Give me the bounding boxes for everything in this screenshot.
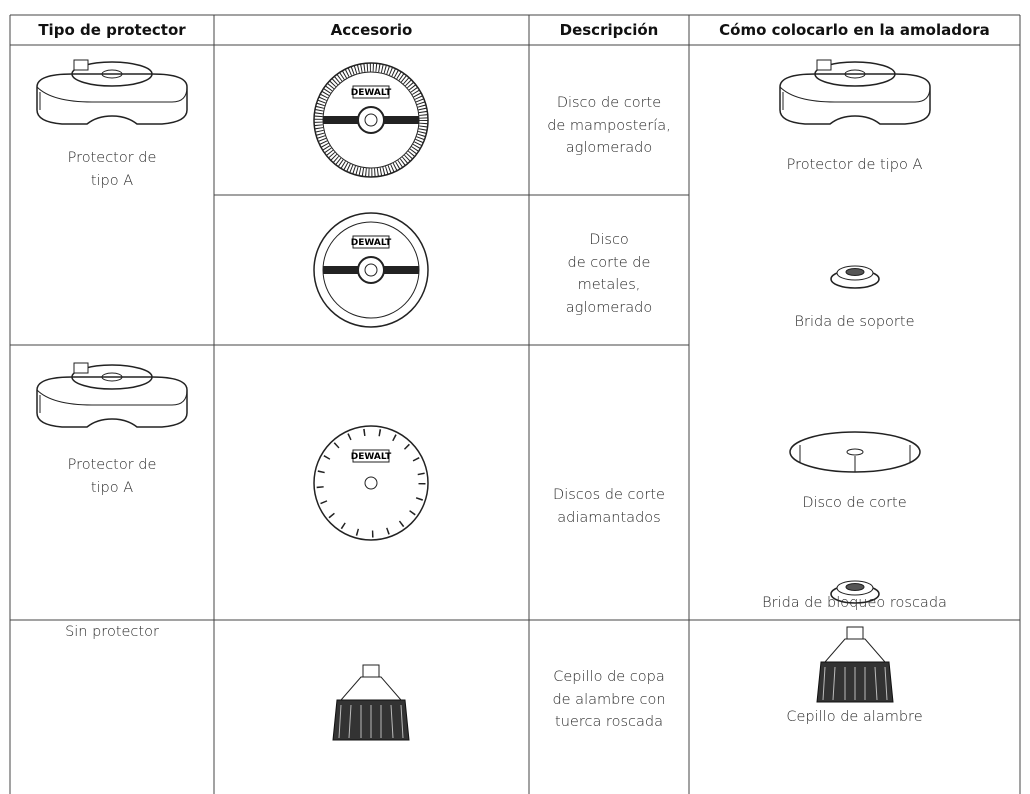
- text-line: adiamantados: [557, 509, 661, 526]
- mounting-label: Protector de tipo A: [786, 157, 923, 173]
- guard-icon: [36, 362, 188, 428]
- text-line: aglomerado: [565, 140, 653, 156]
- cup-brush-icon: [332, 664, 410, 741]
- wire-brush-icon: [816, 626, 894, 703]
- text-line: Protector de: [67, 457, 157, 473]
- guard-label: Protector de tipo A: [10, 147, 214, 192]
- guard-icon: [36, 59, 188, 125]
- text-line: metales,: [577, 277, 641, 293]
- guard-icon: [779, 59, 931, 125]
- masonry-disc: DEWALT: [313, 62, 429, 178]
- text-line: Discos de corte: [553, 487, 665, 503]
- text-line: tuerca roscada: [555, 714, 663, 730]
- mounting-label: Brida de soporte: [794, 314, 915, 330]
- diamond-disc: DEWALT: [313, 425, 429, 541]
- flange-icon: [830, 265, 880, 289]
- text-line: de mampostería,: [547, 117, 671, 134]
- brand-logo: DEWALT: [351, 452, 392, 462]
- description: Disco de corte de mampostería, aglomerad…: [529, 92, 689, 160]
- text-line: de alambre con: [552, 691, 666, 708]
- text-line: de corte de: [567, 254, 651, 271]
- header-cell: Tipo de protector: [38, 21, 186, 39]
- header-cell: Cómo colocarlo en la amoladora: [719, 21, 990, 39]
- text-line: Disco de corte: [556, 95, 662, 111]
- guard-label: Protector de tipo A: [10, 454, 214, 499]
- text-line: Sin protector: [65, 624, 159, 640]
- text-line: aglomerado: [565, 299, 653, 316]
- mounting-label: Disco de corte: [802, 495, 907, 511]
- description: Cepillo de copa de alambre con tuerca ro…: [529, 666, 689, 734]
- cutting-disc-icon: [789, 431, 921, 473]
- description: Discos de corte adiamantados: [529, 484, 689, 529]
- text-line: Protector de: [67, 150, 157, 166]
- metal-disc: DEWALT: [313, 212, 429, 328]
- brand-logo: DEWALT: [351, 238, 392, 248]
- text-line: Cepillo de copa: [553, 669, 665, 685]
- text-line: Disco: [589, 232, 629, 248]
- header-cell: Descripción: [559, 21, 659, 39]
- text-line: tipo A: [90, 479, 134, 496]
- mounting-label: Brida de bloqueo roscada: [762, 595, 947, 611]
- guard-label: Sin protector: [10, 621, 214, 644]
- description: Disco de corte de metales, aglomerado: [529, 229, 689, 319]
- table-grid: [9, 14, 1021, 794]
- text-line: tipo A: [90, 172, 134, 189]
- header-cell: Accesorio: [330, 21, 413, 39]
- mounting-label: Cepillo de alambre: [786, 709, 923, 725]
- brand-logo: DEWALT: [351, 88, 392, 98]
